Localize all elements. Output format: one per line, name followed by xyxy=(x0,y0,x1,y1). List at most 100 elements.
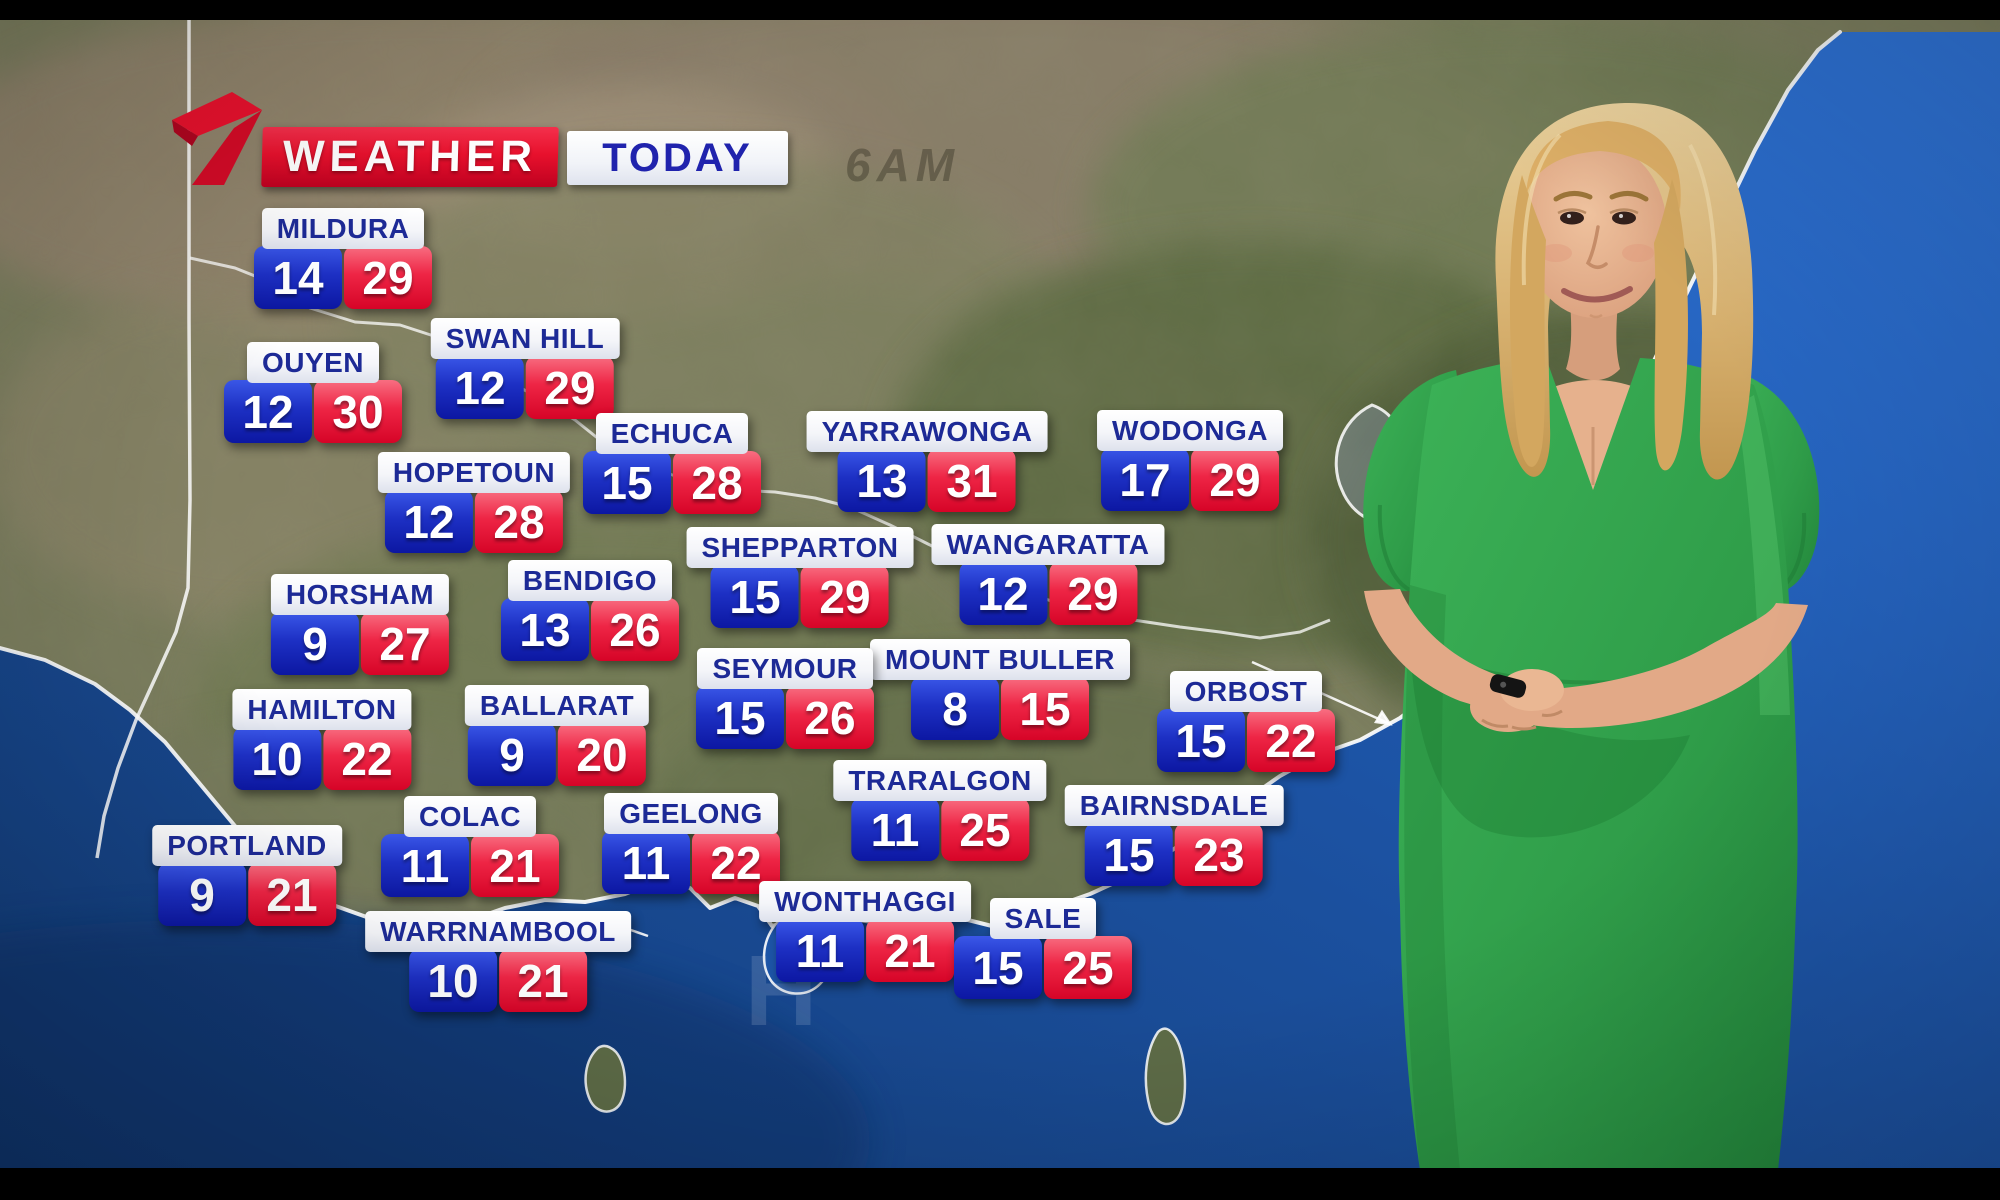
max-temp-value: 27 xyxy=(360,612,449,675)
min-temp-value: 8 xyxy=(910,677,999,740)
max-temp-value: 15 xyxy=(1000,677,1089,740)
min-temp-value: 15 xyxy=(954,936,1042,999)
town-name: WARRNAMBOOL xyxy=(365,911,631,952)
town-name: ECHUCA xyxy=(595,413,749,454)
town-temps: 11 21 xyxy=(759,919,971,982)
town-name: SHEPPARTON xyxy=(686,527,914,568)
murray-river-border xyxy=(189,256,1331,640)
max-temp-value: 21 xyxy=(866,919,954,982)
dress xyxy=(1398,358,1798,1170)
weather-presenter xyxy=(1363,102,1820,1170)
min-temp-value: 12 xyxy=(436,356,524,419)
town-label: WANGARATTA 12 29 xyxy=(931,524,1165,625)
town-temps: 9 27 xyxy=(270,612,449,675)
town-label: TRARALGON 11 25 xyxy=(833,760,1047,861)
min-temp-value: 11 xyxy=(602,831,690,894)
town-label: BAIRNSDALE 15 23 xyxy=(1064,785,1284,886)
min-temp-value: 17 xyxy=(1101,448,1189,511)
town-label: WARRNAMBOOL 10 21 xyxy=(365,911,631,1012)
town-temps: 10 21 xyxy=(365,949,631,1012)
town-label: HORSHAM 9 27 xyxy=(270,574,450,675)
town-name: SALE xyxy=(989,898,1097,939)
town-name: TRARALGON xyxy=(833,760,1047,801)
min-temp-value: 10 xyxy=(232,727,321,790)
town-label: ECHUCA 15 28 xyxy=(583,413,761,514)
town-name: BAIRNSDALE xyxy=(1064,785,1284,826)
max-temp-value: 26 xyxy=(591,598,679,661)
town-name: ORBOST xyxy=(1169,671,1323,712)
island-west xyxy=(584,1044,627,1113)
town-temps: 15 25 xyxy=(954,936,1132,999)
town-label: BALLARAT 9 20 xyxy=(464,685,650,786)
town-label: WONTHAGGI 11 21 xyxy=(759,881,971,982)
min-temp-value: 10 xyxy=(408,949,497,1012)
left-eye xyxy=(1560,211,1584,225)
mouth xyxy=(1561,286,1633,303)
town-name: BENDIGO xyxy=(507,560,673,601)
town-label: OUYEN 12 30 xyxy=(224,342,402,443)
nose xyxy=(1585,225,1608,269)
time-watermark: 6AM xyxy=(845,139,961,191)
max-temp-value: 29 xyxy=(344,246,432,309)
state-border-west xyxy=(95,20,192,859)
max-temp-value: 25 xyxy=(1044,936,1132,999)
town-temps: 12 30 xyxy=(224,380,402,443)
town-name: HORSHAM xyxy=(270,574,450,615)
today-tab-banner: TODAY xyxy=(567,131,788,185)
town-temps: 15 29 xyxy=(687,565,914,628)
min-temp-value: 9 xyxy=(468,723,556,786)
town-label: ORBOST 15 22 xyxy=(1157,671,1335,772)
max-temp-value: 21 xyxy=(498,949,587,1012)
town-name: BALLARAT xyxy=(464,685,650,726)
letterbox-bottom xyxy=(0,1168,2000,1200)
max-temp-value: 22 xyxy=(322,727,411,790)
town-name: SWAN HILL xyxy=(430,318,620,359)
town-temps: 12 28 xyxy=(378,490,570,553)
town-label: SALE 15 25 xyxy=(954,898,1132,999)
town-label: PORTLAND 9 21 xyxy=(152,825,342,926)
min-temp-value: 15 xyxy=(1157,709,1245,772)
town-temps: 11 25 xyxy=(833,798,1046,861)
town-name: WODONGA xyxy=(1097,410,1283,451)
seven-network-logo xyxy=(172,92,262,185)
max-temp-value: 22 xyxy=(1247,709,1335,772)
town-label: BENDIGO 13 26 xyxy=(501,560,679,661)
town-label: MOUNT BULLER 8 15 xyxy=(870,639,1130,740)
town-temps: 12 29 xyxy=(931,562,1164,625)
clicker-remote xyxy=(1489,674,1527,698)
town-name: WONTHAGGI xyxy=(759,881,971,922)
town-temps: 8 15 xyxy=(870,677,1130,740)
ocean-shading xyxy=(0,920,870,1170)
town-name: WANGARATTA xyxy=(931,524,1165,565)
town-label: YARRAWONGA 13 31 xyxy=(806,411,1048,512)
town-name: HAMILTON xyxy=(232,689,412,730)
town-temps: 15 23 xyxy=(1065,823,1284,886)
min-temp-value: 9 xyxy=(270,612,359,675)
town-label: MILDURA 14 29 xyxy=(254,208,432,309)
min-temp-value: 11 xyxy=(776,919,864,982)
min-temp-value: 15 xyxy=(1085,823,1173,886)
town-temps: 15 26 xyxy=(696,686,874,749)
min-temp-value: 13 xyxy=(501,598,589,661)
town-name: HOPETOUN xyxy=(377,452,571,493)
town-temps: 11 21 xyxy=(381,834,559,897)
max-temp-value: 29 xyxy=(800,565,889,628)
max-temp-value: 23 xyxy=(1175,823,1263,886)
max-temp-value: 29 xyxy=(526,356,614,419)
weather-brand-label: WEATHER xyxy=(282,132,538,181)
max-temp-value: 21 xyxy=(247,863,336,926)
min-temp-value: 15 xyxy=(583,451,671,514)
min-temp-value: 12 xyxy=(384,490,473,553)
town-temps: 15 28 xyxy=(583,451,761,514)
town-temps: 9 20 xyxy=(465,723,649,786)
eyebrows xyxy=(1553,191,1649,202)
town-temps: 10 22 xyxy=(232,727,411,790)
town-label: WODONGA 17 29 xyxy=(1097,410,1283,511)
town-label: COLAC 11 21 xyxy=(381,796,559,897)
min-temp-value: 11 xyxy=(851,798,939,861)
town-temps: 9 21 xyxy=(152,863,342,926)
town-name: MOUNT BULLER xyxy=(870,639,1130,680)
town-label: SWAN HILL 12 29 xyxy=(430,318,620,419)
